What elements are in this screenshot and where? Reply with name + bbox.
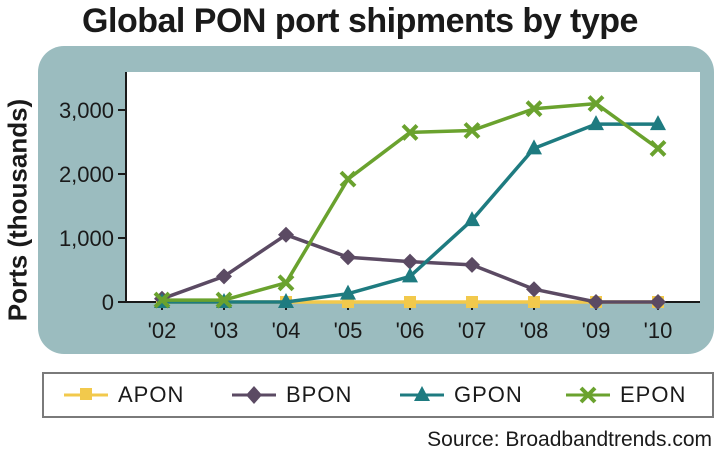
gpon-point [278,293,294,308]
x-tick-label: '06 [396,318,425,343]
y-tick-label: 1,000 [59,226,114,251]
epon-point [587,95,605,113]
x-tick-label: '04 [272,318,301,343]
chart-title: Global PON port shipments by type [82,2,638,40]
gpon-point [650,115,666,131]
gpon-point [588,115,604,131]
x-tick-label: '09 [582,318,611,343]
legend-item-epon: EPON [566,374,686,416]
apon-point [528,296,540,308]
epon-point [463,122,481,139]
x-tick-label: '10 [644,318,673,343]
apon-point [466,296,478,308]
y-tick-label: 0 [102,290,114,315]
plot-area [126,72,700,302]
legend-label-bpon: BPON [286,382,353,407]
epon-legend-marker [566,386,610,404]
epon-point [277,274,295,292]
gpon-point [340,284,356,300]
x-tick-label: '02 [148,318,177,343]
legend-label-apon: APON [118,382,185,407]
x-tick-label: '05 [334,318,363,343]
bpon-point [402,253,418,270]
epon-point [649,139,667,157]
legend-label-gpon: GPON [454,382,523,407]
gpon-legend-marker [400,386,444,401]
epon-point [339,170,357,188]
apon-point [404,296,416,308]
apon-legend-marker [64,388,108,400]
y-tick-label: 3,000 [59,98,114,123]
bpon-point [340,249,356,266]
bpon-legend-marker [232,386,276,404]
gpon-point [526,139,542,155]
legend-item-bpon: BPON [232,374,352,416]
epon-point [153,291,171,309]
legend-item-apon: APON [64,374,184,416]
legend-label-epon: EPON [620,382,687,407]
bpon-point [216,268,232,285]
x-tick-label: '07 [458,318,487,343]
bpon-point [650,294,666,310]
y-tick-label: 2,000 [59,162,114,187]
legend: APON BPON GPON EPON [42,372,714,418]
gpon-point [464,211,480,227]
gpon-point [402,267,418,283]
bpon-point [278,226,294,243]
legend-item-gpon: GPON [400,374,523,416]
epon-point [525,100,543,118]
bpon-point [464,256,480,273]
x-tick-label: '08 [520,318,549,343]
source-note: Source: Broadbandtrends.com [427,428,712,451]
epon-point [215,291,233,309]
bpon-point [588,294,604,310]
epon-point [401,123,419,141]
bpon-point [526,281,542,298]
x-tick-label: '03 [210,318,239,343]
